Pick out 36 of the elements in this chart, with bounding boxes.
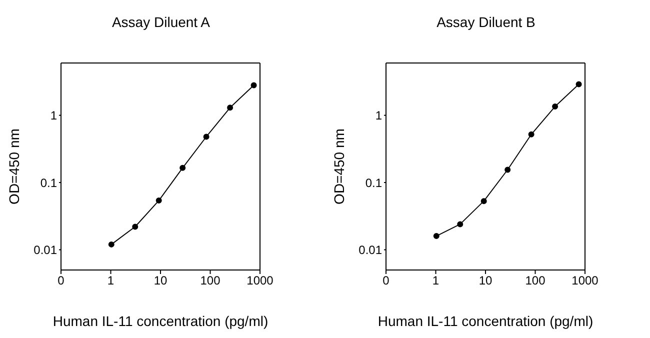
point bbox=[552, 104, 558, 110]
point bbox=[180, 164, 186, 171]
x-tick-label: 0 bbox=[382, 274, 390, 288]
y-tick-label: 1 bbox=[50, 108, 58, 123]
x-tick-label: 1 bbox=[107, 274, 114, 288]
x-tick-label: 10 bbox=[478, 274, 492, 288]
y-axis-title: OD=450 nm bbox=[6, 128, 22, 204]
point bbox=[156, 198, 162, 204]
point bbox=[457, 221, 464, 228]
point bbox=[108, 241, 114, 248]
x-tick-label: 1000 bbox=[572, 274, 599, 288]
point bbox=[480, 198, 487, 204]
point bbox=[433, 233, 440, 240]
point bbox=[504, 166, 511, 173]
point bbox=[528, 131, 534, 138]
chart-title: Assay Diluent A bbox=[110, 14, 212, 30]
x-tick-label: 100 bbox=[525, 274, 546, 288]
y-tick-label: 0.1 bbox=[40, 176, 58, 190]
x-tick-label: 10 bbox=[154, 274, 168, 288]
y-tick-label: 1 bbox=[375, 108, 382, 123]
point bbox=[576, 81, 582, 88]
x-tick-label: 0 bbox=[58, 274, 65, 288]
y-tick-label: 0.1 bbox=[365, 176, 382, 190]
point bbox=[227, 104, 234, 111]
y-axis-title: OD=450 nm bbox=[330, 128, 347, 204]
x-tick-label: 100 bbox=[200, 274, 221, 288]
point bbox=[132, 224, 138, 230]
chart-title: Assay Diluent B bbox=[436, 14, 536, 30]
x-tick-label: 1 bbox=[432, 274, 440, 288]
point bbox=[203, 134, 210, 140]
y-tick-label: 0.01 bbox=[34, 243, 58, 258]
x-axis-title: Human IL-11 concentration (pg/ml) bbox=[378, 313, 594, 329]
y-tick-label: 0.01 bbox=[358, 243, 382, 258]
x-axis-title: Human IL-11 concentration (pg/ml) bbox=[52, 313, 268, 329]
x-tick-label: 1000 bbox=[246, 274, 274, 288]
point bbox=[250, 82, 257, 88]
